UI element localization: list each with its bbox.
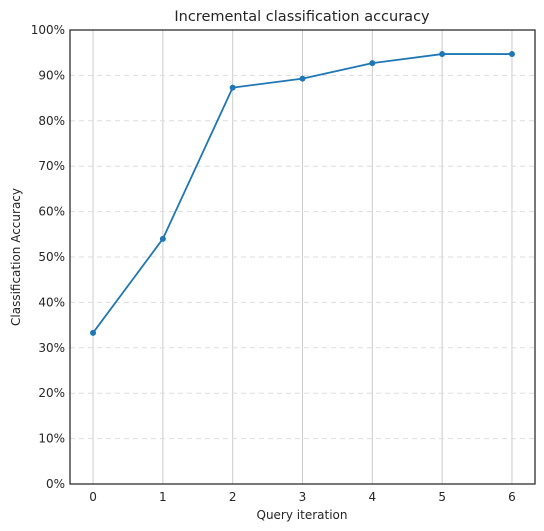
data-point (229, 84, 236, 91)
y-tick-label: 60% (38, 205, 65, 219)
data-point (439, 51, 446, 58)
data-point (369, 60, 376, 67)
y-tick-label: 30% (38, 341, 65, 355)
y-tick-label: 20% (38, 386, 65, 400)
grid (70, 30, 535, 484)
chart-title: Incremental classification accuracy (174, 9, 430, 25)
x-tick-label: 3 (299, 490, 307, 504)
y-tick-label: 80% (38, 114, 65, 128)
y-tick-label: 100% (31, 23, 65, 37)
x-axis-ticks: 0 1 2 3 4 5 6 (89, 490, 516, 504)
plot-frame (69, 29, 536, 485)
data-point (159, 235, 166, 242)
data-point (90, 329, 97, 336)
y-tick-label: 10% (38, 432, 65, 446)
y-tick-label: 40% (38, 295, 65, 309)
data-point (508, 51, 515, 58)
x-tick-label: 4 (368, 490, 376, 504)
x-axis-label: Query iteration (257, 508, 348, 522)
x-tick-label: 5 (438, 490, 446, 504)
y-tick-label: 70% (38, 159, 65, 173)
y-axis-ticks: 0% 10% 20% 30% 40% 50% 60% 70% 80% 90% 100% (31, 23, 65, 491)
x-tick-label: 0 (89, 490, 97, 504)
y-tick-label: 90% (38, 68, 65, 82)
x-tick-label: 6 (508, 490, 516, 504)
plot-series (90, 51, 515, 336)
x-tick-label: 1 (159, 490, 167, 504)
y-axis-label: Classification Accuracy (9, 188, 23, 326)
data-point (299, 75, 306, 82)
y-tick-label: 50% (38, 250, 65, 264)
x-tick-label: 2 (229, 490, 237, 504)
y-tick-label: 0% (46, 477, 65, 491)
